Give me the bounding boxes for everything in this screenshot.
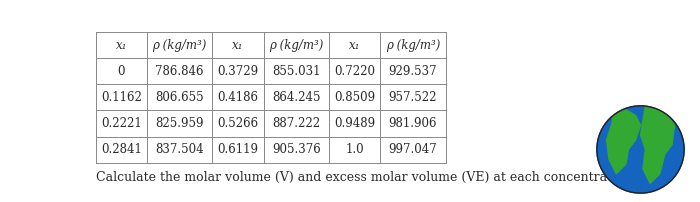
Text: ρ (kg/m³): ρ (kg/m³) xyxy=(386,39,440,52)
Text: 1.0: 1.0 xyxy=(345,143,364,156)
Text: Calculate the molar volume (V) and excess molar volume (VE) at each concentratio: Calculate the molar volume (V) and exces… xyxy=(96,171,663,184)
Text: 0.2221: 0.2221 xyxy=(101,117,142,130)
Text: 837.504: 837.504 xyxy=(155,143,204,156)
Text: 0.4186: 0.4186 xyxy=(218,91,258,104)
Text: x₁: x₁ xyxy=(232,39,244,52)
Text: 887.222: 887.222 xyxy=(272,117,321,130)
Text: 957.522: 957.522 xyxy=(389,91,438,104)
Text: 905.376: 905.376 xyxy=(272,143,321,156)
Bar xyxy=(96,32,445,163)
Text: 0.7220: 0.7220 xyxy=(334,65,375,78)
Text: x₁: x₁ xyxy=(349,39,360,52)
Circle shape xyxy=(597,106,684,193)
Text: 855.031: 855.031 xyxy=(272,65,321,78)
Polygon shape xyxy=(607,108,640,174)
Text: 0.8509: 0.8509 xyxy=(334,91,375,104)
Text: 0.3729: 0.3729 xyxy=(218,65,258,78)
Polygon shape xyxy=(640,106,674,183)
Text: 981.906: 981.906 xyxy=(389,117,438,130)
Text: 806.655: 806.655 xyxy=(155,91,204,104)
Text: 0.2841: 0.2841 xyxy=(101,143,142,156)
Text: 786.846: 786.846 xyxy=(155,65,204,78)
Text: 0.6119: 0.6119 xyxy=(218,143,258,156)
Text: 0: 0 xyxy=(118,65,125,78)
Text: 825.959: 825.959 xyxy=(155,117,204,130)
Text: 929.537: 929.537 xyxy=(389,65,438,78)
Text: x₁: x₁ xyxy=(116,39,127,52)
Text: 864.245: 864.245 xyxy=(272,91,321,104)
Text: 0.9489: 0.9489 xyxy=(334,117,375,130)
Text: 0.1162: 0.1162 xyxy=(101,91,142,104)
Text: ρ (kg/m³): ρ (kg/m³) xyxy=(270,39,323,52)
Text: ρ (kg/m³): ρ (kg/m³) xyxy=(153,39,207,52)
Text: 0.5266: 0.5266 xyxy=(218,117,258,130)
Text: 997.047: 997.047 xyxy=(389,143,438,156)
